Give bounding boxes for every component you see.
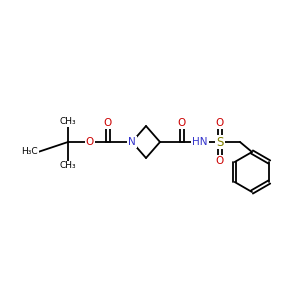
Text: O: O bbox=[216, 118, 224, 128]
Text: O: O bbox=[216, 156, 224, 166]
Text: O: O bbox=[86, 137, 94, 147]
Text: CH₃: CH₃ bbox=[60, 161, 76, 170]
Text: HN: HN bbox=[192, 137, 208, 147]
Text: O: O bbox=[178, 118, 186, 128]
Text: S: S bbox=[216, 136, 224, 148]
Text: O: O bbox=[104, 118, 112, 128]
Text: H₃C: H₃C bbox=[21, 148, 38, 157]
Text: CH₃: CH₃ bbox=[60, 118, 76, 127]
Text: N: N bbox=[128, 137, 136, 147]
